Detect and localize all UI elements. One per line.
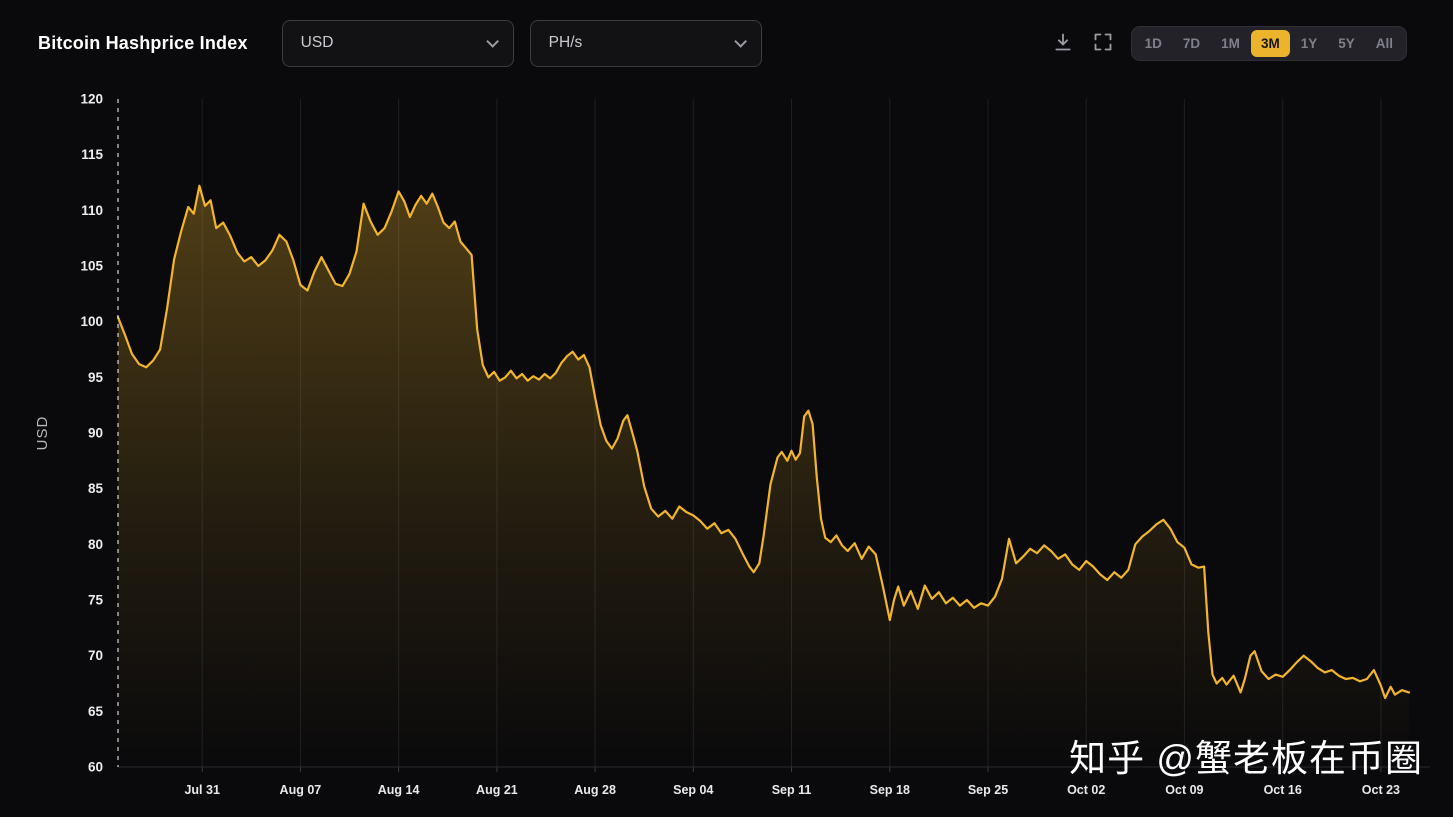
svg-text:Oct 16: Oct 16 xyxy=(1264,783,1302,797)
page-title: Bitcoin Hashprice Index xyxy=(38,32,248,53)
header-actions: 1D 7D 1M 3M 1Y 5Y All xyxy=(1051,25,1407,61)
currency-dropdown-value: USD xyxy=(300,34,334,51)
svg-text:Sep 18: Sep 18 xyxy=(870,783,910,797)
unit-dropdown[interactable]: PH/s xyxy=(529,19,762,67)
svg-text:Oct 09: Oct 09 xyxy=(1165,783,1203,797)
range-button-1m[interactable]: 1M xyxy=(1211,30,1250,57)
svg-text:105: 105 xyxy=(80,259,103,274)
download-icon xyxy=(1053,32,1073,55)
svg-text:115: 115 xyxy=(81,147,103,162)
svg-text:Sep 25: Sep 25 xyxy=(968,783,1008,797)
svg-text:75: 75 xyxy=(88,593,104,608)
svg-text:USD: USD xyxy=(34,416,51,451)
range-button-all[interactable]: All xyxy=(1366,30,1403,57)
fullscreen-button[interactable] xyxy=(1091,30,1115,57)
range-button-group: 1D 7D 1M 3M 1Y 5Y All xyxy=(1130,25,1407,61)
svg-text:95: 95 xyxy=(88,370,104,385)
svg-text:65: 65 xyxy=(88,704,104,719)
svg-text:Sep 04: Sep 04 xyxy=(673,783,713,797)
watermark-text: 知乎 @蟹老板在币圈 xyxy=(1069,738,1423,779)
svg-text:80: 80 xyxy=(88,537,103,552)
range-button-1y[interactable]: 1Y xyxy=(1291,30,1328,57)
svg-text:90: 90 xyxy=(88,426,103,441)
range-button-7d[interactable]: 7D xyxy=(1173,30,1210,57)
chevron-down-icon xyxy=(733,34,747,48)
range-button-5y[interactable]: 5Y xyxy=(1328,30,1365,57)
chevron-down-icon xyxy=(485,34,499,48)
svg-text:Aug 14: Aug 14 xyxy=(378,783,420,797)
svg-text:Jul 31: Jul 31 xyxy=(184,783,219,797)
svg-text:Aug 07: Aug 07 xyxy=(280,783,322,797)
svg-text:Aug 21: Aug 21 xyxy=(476,783,518,797)
hashprice-chart[interactable]: Jul 31 Aug 07 Aug 14 Aug 21 Aug 28 Sep 04 Sep … xyxy=(0,77,1453,817)
unit-dropdown-value: PH/s xyxy=(548,34,583,51)
range-button-1d[interactable]: 1D xyxy=(1135,30,1172,57)
fullscreen-icon xyxy=(1093,32,1113,55)
chart-header: Bitcoin Hashprice Index USD PH/s 1D 7D 1M 3… xyxy=(0,0,1453,77)
svg-text:120: 120 xyxy=(80,92,103,107)
currency-dropdown[interactable]: USD xyxy=(281,19,514,67)
svg-text:Oct 23: Oct 23 xyxy=(1362,783,1400,797)
svg-text:100: 100 xyxy=(80,314,103,329)
range-button-3m[interactable]: 3M xyxy=(1250,29,1290,57)
svg-text:60: 60 xyxy=(88,760,103,775)
svg-text:Oct 02: Oct 02 xyxy=(1067,783,1105,797)
svg-text:85: 85 xyxy=(88,481,104,496)
svg-text:Sep 11: Sep 11 xyxy=(772,783,812,797)
download-button[interactable] xyxy=(1051,30,1075,57)
svg-text:110: 110 xyxy=(81,203,103,218)
svg-text:Aug 28: Aug 28 xyxy=(574,783,616,797)
svg-text:70: 70 xyxy=(88,648,103,663)
